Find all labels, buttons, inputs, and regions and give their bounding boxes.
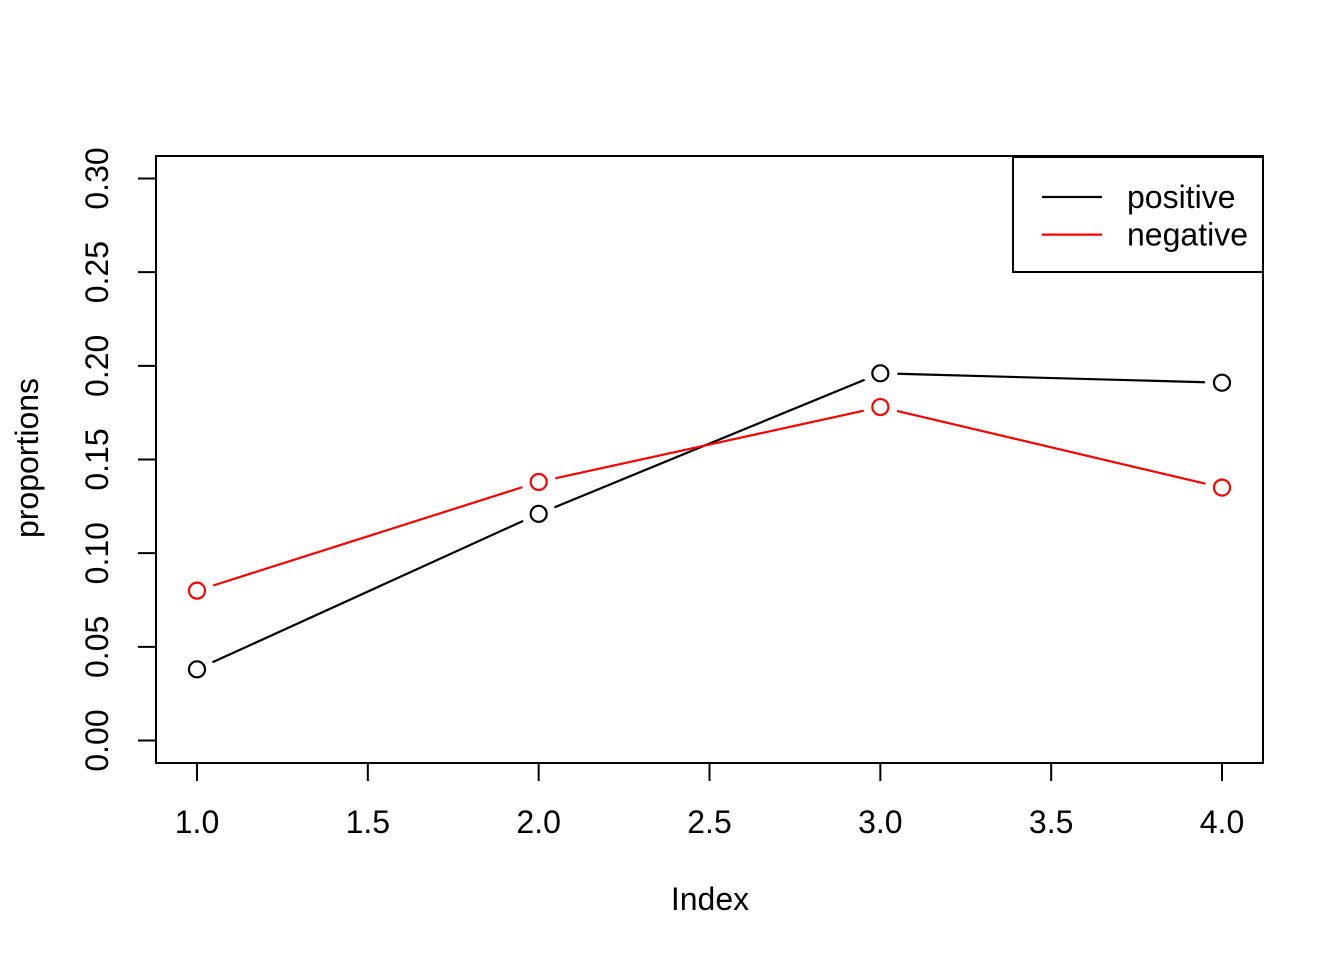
series-segment-positive — [897, 372, 1206, 384]
y-tick-label: 0.25 — [79, 241, 115, 303]
y-tick-label: 0.30 — [79, 147, 115, 209]
axes: 1.0 1.5 2.0 2.5 3.0 3.5 4.0 0.00 0.05 0.10 0.15 0.2… — [79, 147, 1244, 840]
y-tick-label: 0.00 — [79, 709, 115, 771]
y-tick-label: 0.05 — [79, 616, 115, 678]
x-tick-label: 1.0 — [175, 804, 219, 840]
data-point-positive — [871, 364, 890, 383]
legend-label-positive: positive — [1127, 179, 1236, 215]
series-segment-negative — [212, 486, 523, 587]
legend-box — [1012, 156, 1264, 273]
data-point-negative — [871, 397, 890, 417]
y-axis-title: proportions — [9, 378, 45, 538]
series-segment-negative — [555, 409, 864, 480]
x-tick-label: 4.0 — [1200, 804, 1244, 840]
x-tick-label: 3.5 — [1029, 804, 1073, 840]
legend-label-negative: negative — [1127, 217, 1248, 253]
y-tick-label: 0.10 — [79, 522, 115, 584]
x-tick-label: 2.0 — [516, 804, 560, 840]
data-point-positive — [529, 504, 548, 523]
series-segment-negative — [896, 409, 1206, 485]
data-point-positive — [1212, 373, 1232, 392]
x-axis-title: Index — [671, 881, 749, 917]
data-point-negative — [187, 581, 207, 600]
data-point-negative — [529, 472, 548, 492]
x-tick-label: 1.5 — [346, 804, 390, 840]
data-point-negative — [1212, 478, 1232, 497]
data-series — [187, 364, 1232, 679]
x-tick-label: 2.5 — [687, 804, 731, 840]
data-point-positive — [187, 660, 207, 679]
y-tick-label: 0.15 — [79, 428, 115, 490]
series-segment-positive — [212, 519, 524, 664]
y-tick-label: 0.20 — [79, 335, 115, 397]
x-tick-label: 3.0 — [858, 804, 902, 840]
